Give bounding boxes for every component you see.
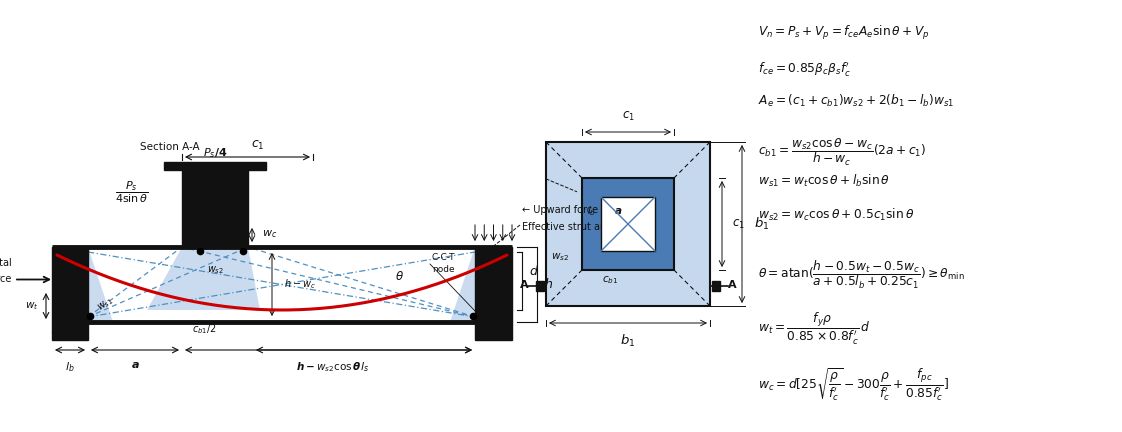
Text: $c_{b1}/2$: $c_{b1}/2$ — [192, 322, 217, 336]
Bar — [52, 322, 88, 340]
Text: $\boldsymbol{c_1}$: $\boldsymbol{c_1}$ — [250, 139, 265, 152]
Text: $\boldsymbol{a}$: $\boldsymbol{a}$ — [614, 206, 623, 216]
Text: force: force — [0, 274, 12, 285]
Polygon shape — [450, 247, 512, 322]
Text: $\boldsymbol{w_{s1}}$: $\boldsymbol{w_{s1}}$ — [95, 294, 116, 314]
Bar — [536, 280, 544, 290]
Text: $\mathit{h}$: $\mathit{h}$ — [544, 277, 553, 292]
Text: $\boldsymbol{b_1}$: $\boldsymbol{b_1}$ — [620, 333, 636, 349]
Text: $w_{s2} = w_c\cos\theta + 0.5c_1\sin\theta$: $w_{s2} = w_c\cos\theta + 0.5c_1\sin\the… — [758, 207, 914, 223]
Polygon shape — [52, 247, 113, 322]
Text: $A_e = (c_1 + c_{b1})w_{s2} + 2(b_1 - l_b)w_{s1}$: $A_e = (c_1 + c_{b1})w_{s2} + 2(b_1 - l_… — [758, 93, 955, 109]
Text: Horizontal: Horizontal — [0, 257, 12, 267]
Text: $h - w_c$: $h - w_c$ — [284, 278, 315, 292]
Text: A: A — [519, 280, 528, 290]
Text: ← Upward force: ← Upward force — [522, 205, 598, 215]
Text: $w_{s1} = w_t\cos\theta + l_b\sin\theta$: $w_{s1} = w_t\cos\theta + l_b\sin\theta$ — [758, 173, 890, 189]
Text: $\boldsymbol{l_b}$: $\boldsymbol{l_b}$ — [65, 360, 75, 374]
Text: $f_{ce} = 0.85\beta_c\beta_s f^{\prime}_c$: $f_{ce} = 0.85\beta_c\beta_s f^{\prime}_… — [758, 60, 850, 78]
Text: $\boldsymbol{b_1}$: $\boldsymbol{b_1}$ — [754, 216, 770, 232]
Text: A: A — [728, 280, 736, 290]
Text: $\boldsymbol{c_{b1}}$: $\boldsymbol{c_{b1}}$ — [601, 274, 618, 286]
Text: $\boldsymbol{l_b}$: $\boldsymbol{l_b}$ — [587, 204, 596, 218]
Text: $\boldsymbol{l_s}$: $\boldsymbol{l_s}$ — [359, 360, 368, 374]
Bar — [475, 322, 512, 340]
Bar — [164, 162, 266, 170]
Bar — [601, 197, 655, 251]
Text: $\theta$: $\theta$ — [395, 270, 404, 283]
Text: $\boldsymbol{c_1}$: $\boldsymbol{c_1}$ — [732, 217, 745, 231]
Text: $c_{b1} = \dfrac{w_{s2}\cos\theta - w_c}{h - w_c}(2a + c_1)$: $c_{b1} = \dfrac{w_{s2}\cos\theta - w_c}… — [758, 137, 927, 168]
Bar — [475, 247, 512, 322]
Text: $\boldsymbol{h - w_{s2}\cos\theta}$: $\boldsymbol{h - w_{s2}\cos\theta}$ — [296, 360, 361, 374]
Text: $V_n = P_s + V_p = f_{ce}A_e\sin\theta + V_p$: $V_n = P_s + V_p = f_{ce}A_e\sin\theta +… — [758, 24, 930, 42]
Text: Effective strut area: Effective strut area — [522, 222, 616, 232]
Text: $\boldsymbol{w_{s2}}$: $\boldsymbol{w_{s2}}$ — [206, 264, 224, 276]
Text: $\boldsymbol{\dfrac{P_s}{4\sin\theta}}$: $\boldsymbol{\dfrac{P_s}{4\sin\theta}}$ — [116, 179, 149, 205]
Text: $\boldsymbol{w_{s2}}$: $\boldsymbol{w_{s2}}$ — [551, 251, 569, 263]
Text: $\boldsymbol{a}$: $\boldsymbol{a}$ — [130, 360, 139, 370]
Bar — [712, 280, 720, 290]
Polygon shape — [147, 247, 260, 310]
Bar — [546, 142, 710, 306]
Text: $\mathit{d}$: $\mathit{d}$ — [528, 264, 539, 278]
Text: $\boldsymbol{w_t}$: $\boldsymbol{w_t}$ — [25, 300, 39, 312]
Text: $w_c = d[25\sqrt{\dfrac{\rho}{f^{\prime}_c}} - 300\dfrac{\rho}{f^{\prime}_c} + \: $w_c = d[25\sqrt{\dfrac{\rho}{f^{\prime}… — [758, 366, 949, 403]
Bar — [182, 170, 248, 247]
Text: C-C-T: C-C-T — [432, 252, 456, 261]
Text: $\theta = \mathrm{atan}(\dfrac{h - 0.5w_t - 0.5w_c}{a + 0.5l_b + 0.25c_1}) \geq : $\theta = \mathrm{atan}(\dfrac{h - 0.5w_… — [758, 259, 965, 291]
Text: Section A-A: Section A-A — [140, 142, 200, 152]
Text: node: node — [432, 266, 454, 274]
Bar — [582, 178, 674, 270]
Bar — [52, 247, 88, 322]
Text: $\boldsymbol{c_1}$: $\boldsymbol{c_1}$ — [622, 110, 634, 123]
Text: $\boldsymbol{P_s/4}$: $\boldsymbol{P_s/4}$ — [203, 146, 228, 160]
Text: $w_t = \dfrac{f_y\rho}{0.85 \times 0.8f^{\prime}_c}\,d$: $w_t = \dfrac{f_y\rho}{0.85 \times 0.8f^… — [758, 311, 871, 347]
Text: $\boldsymbol{w_c}$: $\boldsymbol{w_c}$ — [263, 228, 277, 240]
